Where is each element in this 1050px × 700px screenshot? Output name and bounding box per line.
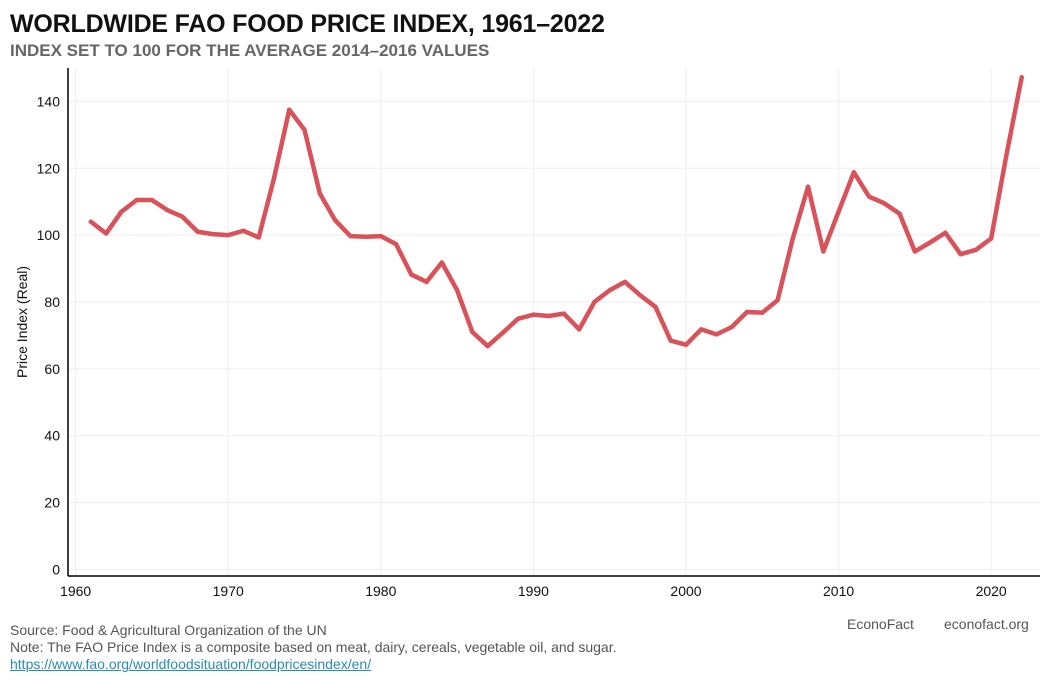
data-point-1981 bbox=[393, 241, 399, 247]
data-point-1988 bbox=[500, 330, 506, 335]
data-point-1999 bbox=[668, 338, 673, 343]
data-point-1962 bbox=[103, 231, 109, 236]
data-point-2003 bbox=[729, 324, 734, 330]
data-point-1987 bbox=[485, 343, 490, 349]
data-point-2020 bbox=[988, 236, 994, 241]
data-point-2016 bbox=[927, 240, 933, 245]
data-point-2019 bbox=[973, 247, 979, 253]
data-point-1992 bbox=[561, 311, 567, 316]
data-point-1994 bbox=[592, 299, 597, 305]
series-line-0 bbox=[88, 75, 1024, 349]
y-tick-label-60: 60 bbox=[44, 361, 60, 377]
x-tick-label-2020: 2020 bbox=[976, 583, 1007, 599]
data-point-1961 bbox=[88, 219, 94, 224]
chart-title: WORLDWIDE FAO FOOD PRICE INDEX, 1961–202… bbox=[10, 10, 605, 38]
data-point-2002 bbox=[714, 332, 719, 337]
data-point-1974 bbox=[287, 107, 292, 112]
data-point-1983 bbox=[424, 279, 429, 285]
brand-name: EconoFact bbox=[847, 616, 914, 632]
data-point-1982 bbox=[409, 272, 414, 277]
data-point-2014 bbox=[897, 211, 902, 216]
data-point-1996 bbox=[622, 279, 628, 285]
data-point-1997 bbox=[638, 293, 643, 298]
data-point-1972 bbox=[256, 235, 261, 240]
data-point-2015 bbox=[912, 249, 918, 254]
source-link[interactable]: https://www.fao.org/worldfoodsituation/f… bbox=[10, 656, 372, 672]
data-point-1973 bbox=[271, 176, 277, 181]
data-point-1979 bbox=[363, 234, 368, 239]
y-tick-label-0: 0 bbox=[52, 561, 60, 577]
y-axis-label: Price Index (Real) bbox=[14, 266, 30, 378]
data-point-2010 bbox=[836, 209, 841, 214]
y-tick-label-80: 80 bbox=[44, 294, 60, 310]
y-tick-label-120: 120 bbox=[37, 160, 61, 176]
note-text: Note: The FAO Price Index is a composite… bbox=[10, 639, 617, 655]
data-point-1978 bbox=[348, 233, 353, 239]
x-tick-label-2000: 2000 bbox=[670, 583, 701, 599]
data-point-2007 bbox=[790, 236, 795, 241]
data-point-2004 bbox=[744, 309, 750, 315]
data-point-1990 bbox=[531, 312, 536, 317]
data-point-1998 bbox=[653, 304, 658, 310]
x-tick-label-1990: 1990 bbox=[518, 583, 549, 599]
data-point-1980 bbox=[378, 233, 384, 239]
data-point-2006 bbox=[775, 298, 780, 303]
y-tick-label-20: 20 bbox=[44, 494, 60, 510]
x-tick-label-1960: 1960 bbox=[60, 583, 91, 599]
data-point-2009 bbox=[821, 249, 826, 254]
data-point-2008 bbox=[805, 184, 811, 189]
data-point-1975 bbox=[302, 127, 307, 133]
data-point-1986 bbox=[470, 329, 475, 335]
data-point-1991 bbox=[546, 313, 551, 319]
data-point-2005 bbox=[760, 310, 765, 315]
data-point-2011 bbox=[851, 170, 857, 175]
y-tick-label-40: 40 bbox=[44, 428, 60, 444]
data-point-2022 bbox=[1019, 75, 1024, 80]
data-point-1969 bbox=[210, 231, 216, 237]
data-point-2013 bbox=[882, 201, 887, 206]
data-point-1966 bbox=[164, 207, 170, 213]
axes bbox=[67, 68, 1040, 577]
tick-labels: 1960 1970 1980 1990 2000 2010 2020 0 20 40 60 80 100… bbox=[37, 93, 1007, 599]
x-tick-label-2010: 2010 bbox=[823, 583, 854, 599]
x-tick-label-1980: 1980 bbox=[365, 583, 396, 599]
data-point-1984 bbox=[439, 260, 445, 265]
brand-url: econofact.org bbox=[944, 616, 1029, 632]
data-point-2017 bbox=[943, 230, 948, 235]
data-point-1971 bbox=[241, 228, 246, 233]
y-tick-label-140: 140 bbox=[37, 93, 61, 109]
data-point-1985 bbox=[454, 288, 460, 293]
data-point-1989 bbox=[515, 316, 521, 321]
x-tick-label-1970: 1970 bbox=[213, 583, 244, 599]
data-point-1970 bbox=[226, 232, 231, 238]
data-point-2021 bbox=[1004, 152, 1009, 158]
data-point-1967 bbox=[180, 214, 185, 219]
data-point-2018 bbox=[958, 251, 963, 257]
grid-lines bbox=[68, 68, 1040, 576]
data-point-1968 bbox=[195, 229, 200, 234]
y-tick-label-100: 100 bbox=[37, 227, 61, 243]
source-text: Source: Food & Agricultural Organization… bbox=[10, 622, 327, 638]
chart-subtitle: INDEX SET TO 100 FOR THE AVERAGE 2014–20… bbox=[10, 41, 490, 60]
data-point-2012 bbox=[866, 194, 872, 199]
data-point-2000 bbox=[683, 342, 689, 347]
data-point-1965 bbox=[149, 197, 155, 203]
data-point-1963 bbox=[119, 209, 124, 214]
footer-notes: Source: Food & Agricultural Organization… bbox=[10, 622, 616, 673]
data-point-1993 bbox=[576, 327, 582, 332]
data-point-1964 bbox=[134, 197, 139, 203]
data-point-1976 bbox=[317, 191, 322, 196]
data-point-1995 bbox=[607, 288, 612, 293]
series-layer bbox=[88, 75, 1024, 349]
data-point-2001 bbox=[699, 327, 704, 332]
data-point-1977 bbox=[332, 217, 338, 223]
